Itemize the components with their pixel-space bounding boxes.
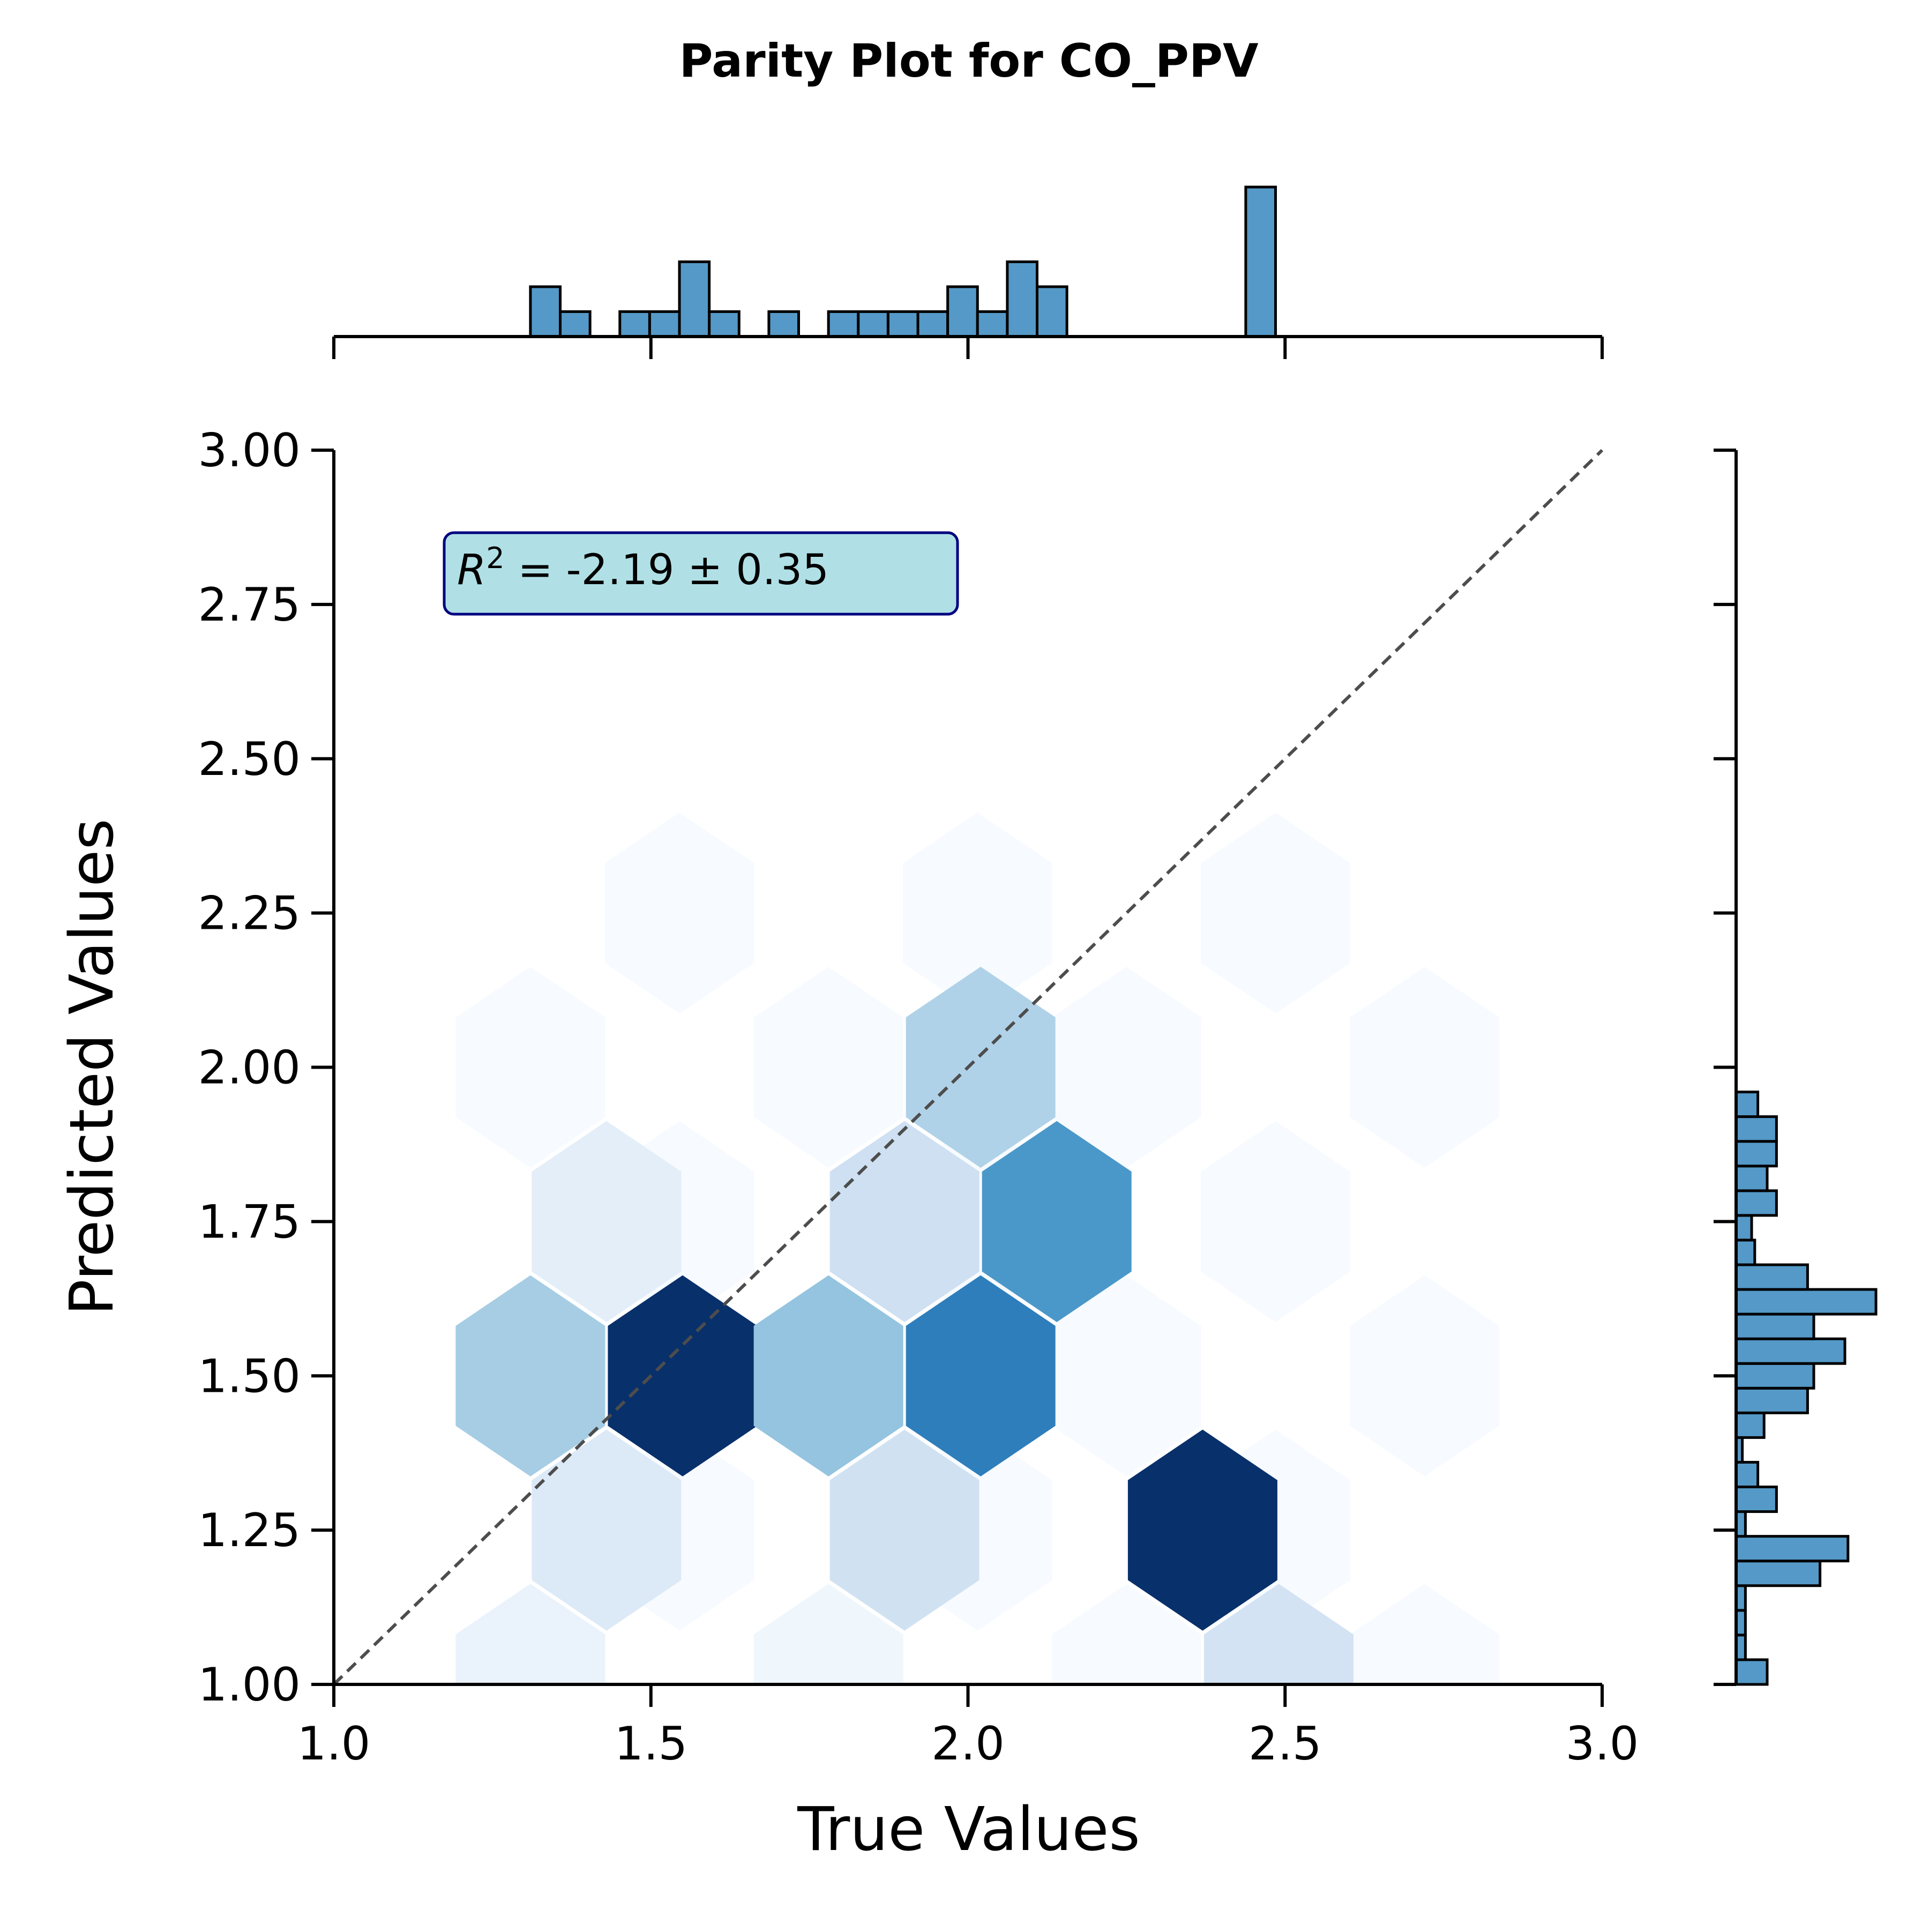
hexbin-background [604,812,754,1014]
right-histogram-bar [1734,1362,1815,1390]
hexbin-cell [1203,1584,1354,1684]
right-histogram-bar [1734,1312,1815,1340]
right-histogram-bar [1734,1411,1766,1439]
r2-exponent: 2 [486,541,504,575]
y-tick-label: 1.00 [198,1658,301,1712]
top-histogram-bar [916,310,949,338]
hexbin-cell [753,1584,903,1684]
hexbin-background [1200,1121,1350,1322]
top-histogram-bar [857,310,889,338]
right-histogram-bar [1734,1263,1809,1291]
right-histogram-bar [1734,1239,1756,1266]
top-histogram-bar [618,310,651,338]
y-tick-label: 2.00 [198,1041,301,1095]
right-histogram-bar [1734,1386,1809,1414]
right-histogram-bar [1734,1214,1753,1242]
top-histogram-bar [976,310,1009,338]
top-histogram-bar [708,310,741,338]
right-histogram-bar [1734,1560,1822,1587]
hexbin-cell [829,1429,980,1631]
top-marginal-histogram [332,185,1604,359]
y-tick-label: 1.25 [198,1504,301,1557]
top-histogram-bar [648,310,681,338]
right-histogram-bar [1734,1091,1760,1118]
hexbin-background [753,966,903,1168]
top-histogram-bar [559,310,592,338]
hexbin-cell [829,1121,980,1322]
chart-title: Parity Plot for CO_PPV [679,34,1259,88]
svg-text:R2 = -2.19 ± 0.35: R2 = -2.19 ± 0.35 [457,541,829,594]
x-tick-label: 1.5 [614,1717,687,1771]
hexbin-cell [906,966,1056,1168]
x-tick-label: 2.0 [931,1717,1005,1771]
hexbin-background [1051,1584,1201,1684]
x-tick-label: 3.0 [1566,1717,1639,1771]
right-histogram-bar [1734,1460,1760,1489]
top-histogram-bar [1244,185,1277,338]
y-tick-label: 2.75 [198,578,301,632]
top-histogram-bar [827,310,860,338]
right-histogram-bar [1734,1486,1778,1513]
x-tick-label: 1.0 [297,1717,371,1771]
hexbin-background [455,966,605,1168]
hexbin-cell [753,1275,903,1476]
top-histogram-bar [1006,260,1039,338]
x-tick-label: 2.5 [1248,1717,1322,1771]
right-histogram-bar [1734,1189,1778,1217]
right-histogram-bar [1734,1140,1778,1168]
hexbin-cell [982,1121,1132,1322]
r2-symbol: R [457,546,486,594]
right-histogram-bar [1734,1658,1769,1686]
y-tick-label: 1.75 [198,1195,301,1249]
hexbin-cell [455,1584,605,1684]
right-histogram-bar [1734,1337,1846,1365]
x-axis-label: True Values [797,1795,1140,1864]
hexbin-background [1200,812,1350,1014]
top-histogram-bar [946,285,979,338]
r2-annotation-box [443,531,959,616]
parity-line [332,449,1604,1686]
y-tick-label: 2.25 [198,887,301,941]
right-histogram-bar [1734,1115,1778,1143]
hexbin-background [1350,966,1500,1168]
top-histogram-bar [678,260,711,338]
main-axes: 1.0 1.5 2.0 2.5 3.0 1.00 1.25 1.50 1.75 2.00 2.25 2… [198,424,1639,1771]
top-histogram-bar [767,310,801,338]
hexbin-cell [455,1275,605,1476]
hexbin-layer [455,812,1500,1684]
hexbin-background [1350,1275,1500,1476]
top-histogram-bar [1036,285,1068,338]
top-histogram-bar [529,285,562,338]
right-histogram-bar [1734,1288,1878,1316]
right-marginal-histogram [1714,449,1878,1686]
hexbin-cell [532,1121,682,1322]
r2-value: = -2.19 ± 0.35 [505,546,829,594]
y-tick-label: 1.50 [198,1349,301,1403]
r2-annotation: R2 = -2.19 ± 0.35 [443,531,959,616]
y-axis-label: Predicted Values [57,818,127,1315]
top-histogram-bar [886,310,919,338]
right-histogram-bar [1734,1165,1769,1192]
hexbin-cell [532,1429,682,1631]
hexbin-cell [1127,1429,1277,1631]
right-histogram-bar [1734,1535,1850,1563]
hexbin-cell [906,1275,1056,1476]
y-tick-label: 3.00 [198,424,301,478]
y-tick-label: 2.50 [198,733,301,786]
